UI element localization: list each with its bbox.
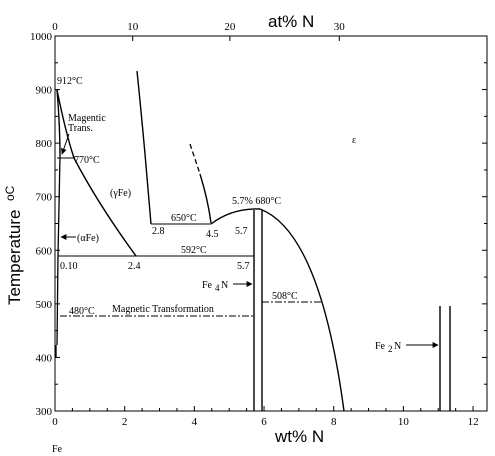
bottom-axis-ticks: 0 2 4 6 8 10 12 (52, 406, 479, 428)
eps-lower-boundary (199, 173, 212, 224)
phase-boundaries (55, 70, 451, 412)
eps-dashed-boundary (189, 143, 201, 175)
bottom-tick-label: 12 (468, 416, 479, 428)
left-axis-title-unit: oC (3, 185, 17, 201)
left-tick-label: 800 (36, 138, 53, 150)
fe4n-dome-right (259, 208, 345, 412)
label-650c: 650°C (171, 213, 197, 224)
left-axis-title: Temperature oC (3, 185, 24, 305)
label-508c: 508°C (272, 291, 298, 302)
label-fe4n-fe: Fe (202, 280, 213, 291)
top-tick-label: 0 (52, 21, 58, 33)
arrows (60, 133, 439, 348)
label-2-4: 2.4 (128, 261, 141, 272)
left-tick-label: 300 (36, 406, 53, 418)
label-5-7-680c: 5.7% 680°C (232, 196, 281, 207)
label-epsilon: ε (352, 135, 356, 146)
left-tick-label: 600 (36, 245, 53, 257)
top-axis-ticks: 0 10 20 30 (52, 21, 345, 41)
bottom-axis-title: wt% N (274, 427, 324, 446)
left-tick-label: 900 (36, 85, 53, 97)
label-480c: 480°C (69, 306, 95, 317)
label-magnetic-2: Trans. (68, 123, 93, 134)
magnetic-trans-arrow (60, 133, 70, 155)
gamma-alpha-boundary-left (56, 89, 61, 157)
label-fe2n-sub: 2 (388, 344, 393, 354)
top-tick-label: 10 (127, 21, 139, 33)
alpha-gamma-boundary (56, 89, 75, 159)
label-fe4n: Fe 4 N (202, 280, 228, 293)
left-axis-ticks: 300 400 500 600 700 800 900 1000 (30, 31, 487, 418)
left-tick-label: 700 (36, 192, 53, 204)
bottom-tick-label: 2 (122, 416, 128, 428)
gamma-eps-boundary (136, 70, 152, 225)
bottom-tick-label: 6 (261, 416, 267, 428)
bottom-tick-label: 10 (398, 416, 410, 428)
label-2-8: 2.8 (152, 226, 165, 237)
bottom-tick-label: 0 (52, 416, 58, 428)
label-gamma-fe: (γFe) (110, 188, 131, 199)
bottom-tick-label: 4 (192, 416, 198, 428)
label-5-7-b: 5.7 (237, 261, 250, 272)
label-fe2n-n: N (394, 341, 401, 352)
bottom-tick-label: 8 (331, 416, 337, 428)
top-axis-title: at% N (268, 12, 314, 31)
label-magnetic-transformation: Magnetic Transformation (112, 304, 214, 315)
fe4n-dome-left (210, 208, 261, 225)
label-fe4n-n: N (221, 280, 228, 291)
left-tick-label: 400 (36, 352, 53, 364)
top-tick-label: 20 (224, 21, 236, 33)
left-axis-title-main: Temperature (5, 210, 24, 305)
label-592c: 592°C (181, 245, 207, 256)
gamma-alpha-lower-boundary (73, 157, 137, 257)
left-tick-label: 1000 (30, 31, 53, 43)
label-912c: 912°C (57, 76, 83, 87)
fe-element-label: Fe (52, 444, 63, 455)
top-tick-label: 30 (334, 21, 346, 33)
label-fe4n-sub: 4 (215, 283, 220, 293)
label-alpha-fe: (αFe) (77, 233, 99, 244)
label-5-7-a: 5.7 (235, 226, 248, 237)
label-fe2n: Fe 2 N (375, 341, 401, 354)
label-4-5: 4.5 (206, 229, 219, 240)
label-0-10: 0.10 (60, 261, 78, 272)
label-770c: 770°C (74, 155, 100, 166)
label-magnetic-1: Magentic (68, 113, 106, 124)
plot-frame (54, 35, 488, 412)
left-tick-label: 500 (36, 299, 53, 311)
label-fe2n-fe: Fe (375, 341, 386, 352)
